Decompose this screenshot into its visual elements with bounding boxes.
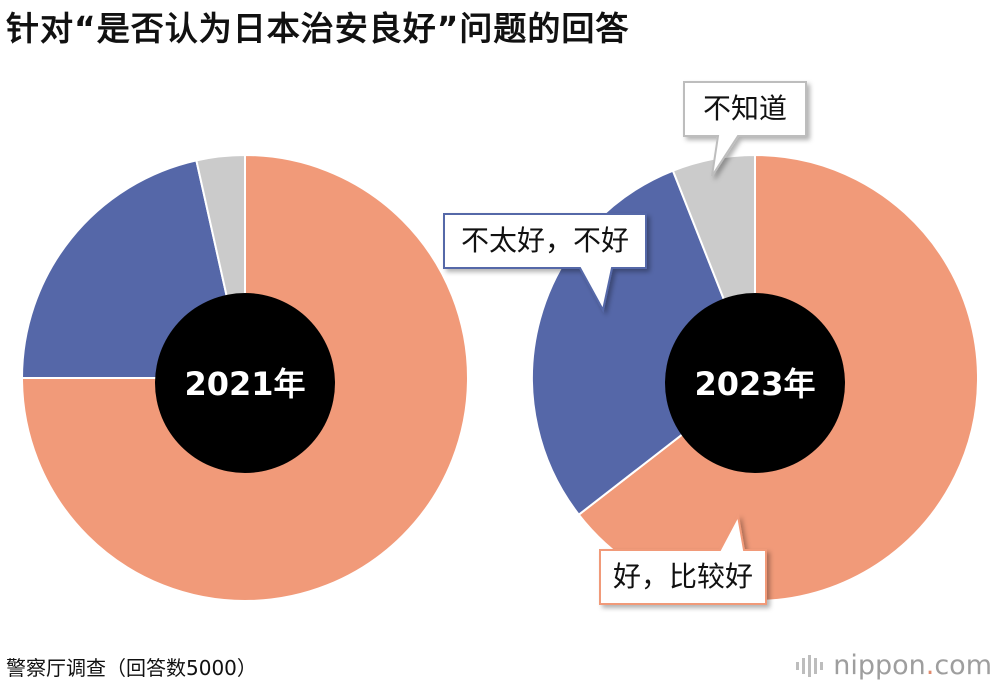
pie-2021 [20,153,469,602]
callout-bad-label: 不太好，不好 [461,224,629,257]
center-hole [665,293,845,473]
brand-dot: . [925,650,935,681]
year-label-2023: 2023年 [694,365,815,403]
sound-bars-icon [796,654,824,677]
callout-good [599,512,767,605]
brand-name: nippon [833,650,926,681]
brand-logo[interactable]: nippon.com [795,650,992,681]
brand-domain: com [934,650,992,681]
callout-good-label: 好，比较好 [613,560,753,593]
callout-unknown-label: 不知道 [703,92,787,125]
pie-slice-good [20,153,469,602]
callout-unknown [683,81,807,177]
callout-bad [443,213,647,313]
year-label-2021: 2021年 [184,365,305,403]
source-note: 警察厅调查（回答数5000） [6,656,257,680]
chart-title: 针对“是否认为日本治安良好”问题的回答 [6,9,630,48]
center-hole [155,293,335,473]
